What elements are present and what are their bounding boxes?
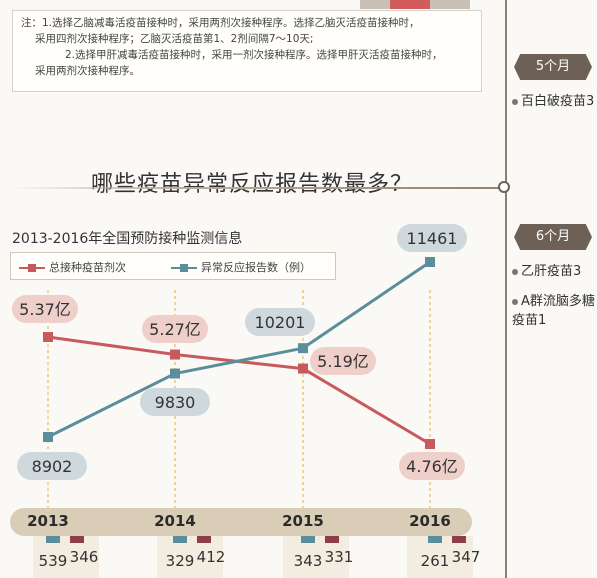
sub-value-a-2016: 261 <box>421 552 450 570</box>
doses-label-2015: 5.19亿 <box>317 352 369 371</box>
year-label-2014: 2014 <box>154 512 196 530</box>
bullet-icon <box>512 298 518 305</box>
legend-swatch-doses <box>19 262 45 274</box>
doses-label-2013-bg <box>12 295 78 323</box>
timeline-item-text: A群流脑多糖疫苗1 <box>512 294 595 328</box>
timeline-item-text: 乙肝疫苗3 <box>521 264 582 279</box>
sub-value-b-2013: 346 <box>70 548 99 566</box>
sub-bar-a-2013 <box>46 536 60 543</box>
reports-point-2015 <box>298 343 308 354</box>
year-column-bg <box>33 536 99 578</box>
note-line-3: 2.选择甲肝减毒活疫苗接种时，采用一剂次接种程序。选择甲肝灭活疫苗接种时， <box>65 49 443 61</box>
note-line-4: 采用两剂次接种程序。 <box>35 65 140 77</box>
reports-label-2013-bg <box>17 452 87 480</box>
sub-value-b-2014: 412 <box>197 548 226 566</box>
legend-item-reports: 异常反应报告数（例） <box>171 259 311 275</box>
sub-bar-a-2016 <box>428 536 442 543</box>
sub-bar-a-2014 <box>173 536 187 543</box>
year-label-2013: 2013 <box>27 512 69 530</box>
timeline-item: 百白破疫苗3 <box>512 92 597 111</box>
note-line-2: 采用四剂次接种程序；乙脑灭活疫苗第1、2剂间隔7～10天; <box>35 33 314 45</box>
year-label-2016: 2016 <box>409 512 451 530</box>
reports-point-2016 <box>425 257 435 267</box>
reports-point-2014 <box>170 368 180 379</box>
top-decoration <box>360 0 470 9</box>
year-column-bg <box>157 536 223 578</box>
chart-title: 2013-2016年全国预防接种监测信息 <box>12 231 243 247</box>
reports-label-2016: 11461 <box>407 229 458 248</box>
sub-bar-b-2013 <box>70 536 84 543</box>
timeline-item: A群流脑多糖疫苗1 <box>512 292 597 330</box>
bullet-icon <box>512 268 518 275</box>
heading-divider <box>10 187 502 189</box>
sub-bar-b-2015 <box>325 536 339 543</box>
year-label-2015: 2015 <box>282 512 324 530</box>
reports-label-2014: 9830 <box>155 393 196 412</box>
legend-label-reports: 异常反应报告数（例） <box>201 261 311 274</box>
year-band <box>10 508 472 536</box>
timeline-dot <box>498 181 510 193</box>
doses-label-2016-bg <box>399 452 465 480</box>
note-box: 注：1.选择乙脑减毒活疫苗接种时，采用两剂次接种程序。选择乙脑灭活疫苗接种时， … <box>12 10 482 92</box>
doses-label-2016: 4.76亿 <box>406 457 458 476</box>
note-line-1: 注：1.选择乙脑减毒活疫苗接种时，采用两剂次接种程序。选择乙脑灭活疫苗接种时， <box>21 17 420 29</box>
sub-value-b-2016: 347 <box>452 548 481 566</box>
sub-bar-b-2016 <box>452 536 466 543</box>
sub-bar-b-2014 <box>197 536 211 543</box>
bullet-icon <box>512 98 518 105</box>
reports-label-2015-bg <box>245 308 315 336</box>
legend-swatch-reports <box>171 262 197 274</box>
timeline-badge-5-months: 5个月 <box>514 54 592 80</box>
chart-legend: 总接种疫苗剂次 异常反应报告数（例） <box>10 252 336 280</box>
sub-value-a-2013: 539 <box>39 552 68 570</box>
legend-item-doses: 总接种疫苗剂次 <box>19 259 126 275</box>
sub-value-a-2014: 329 <box>166 552 195 570</box>
doses-point-2015 <box>298 363 308 374</box>
timeline-item: 乙肝疫苗3 <box>512 262 597 281</box>
reports-label-2014-bg <box>140 388 210 416</box>
doses-label-2013: 5.37亿 <box>19 300 71 319</box>
timeline-item-text: 百白破疫苗3 <box>521 94 595 109</box>
doses-point-2016 <box>425 439 435 449</box>
reports-series-line <box>47 260 431 439</box>
timeline-axis <box>505 0 507 578</box>
reports-label-2016-bg <box>397 224 467 252</box>
sub-value-b-2015: 331 <box>325 548 354 566</box>
sub-value-a-2015: 343 <box>294 552 323 570</box>
reports-label-2013: 8902 <box>32 457 73 476</box>
doses-label-2014-bg <box>142 315 208 343</box>
doses-label-2015-bg <box>310 347 376 375</box>
sub-bar-a-2015 <box>301 536 315 543</box>
section-heading: 哪些疫苗异常反应报告数最多？ <box>90 172 413 197</box>
reports-point-2013 <box>43 432 53 442</box>
timeline-badge-6-months: 6个月 <box>514 224 592 250</box>
doses-label-2014: 5.27亿 <box>149 320 201 339</box>
doses-point-2014 <box>170 349 180 360</box>
legend-label-doses: 总接种疫苗剂次 <box>49 261 126 274</box>
doses-point-2013 <box>43 332 53 342</box>
top-decoration-accent <box>390 0 430 9</box>
reports-label-2015: 10201 <box>255 313 306 332</box>
